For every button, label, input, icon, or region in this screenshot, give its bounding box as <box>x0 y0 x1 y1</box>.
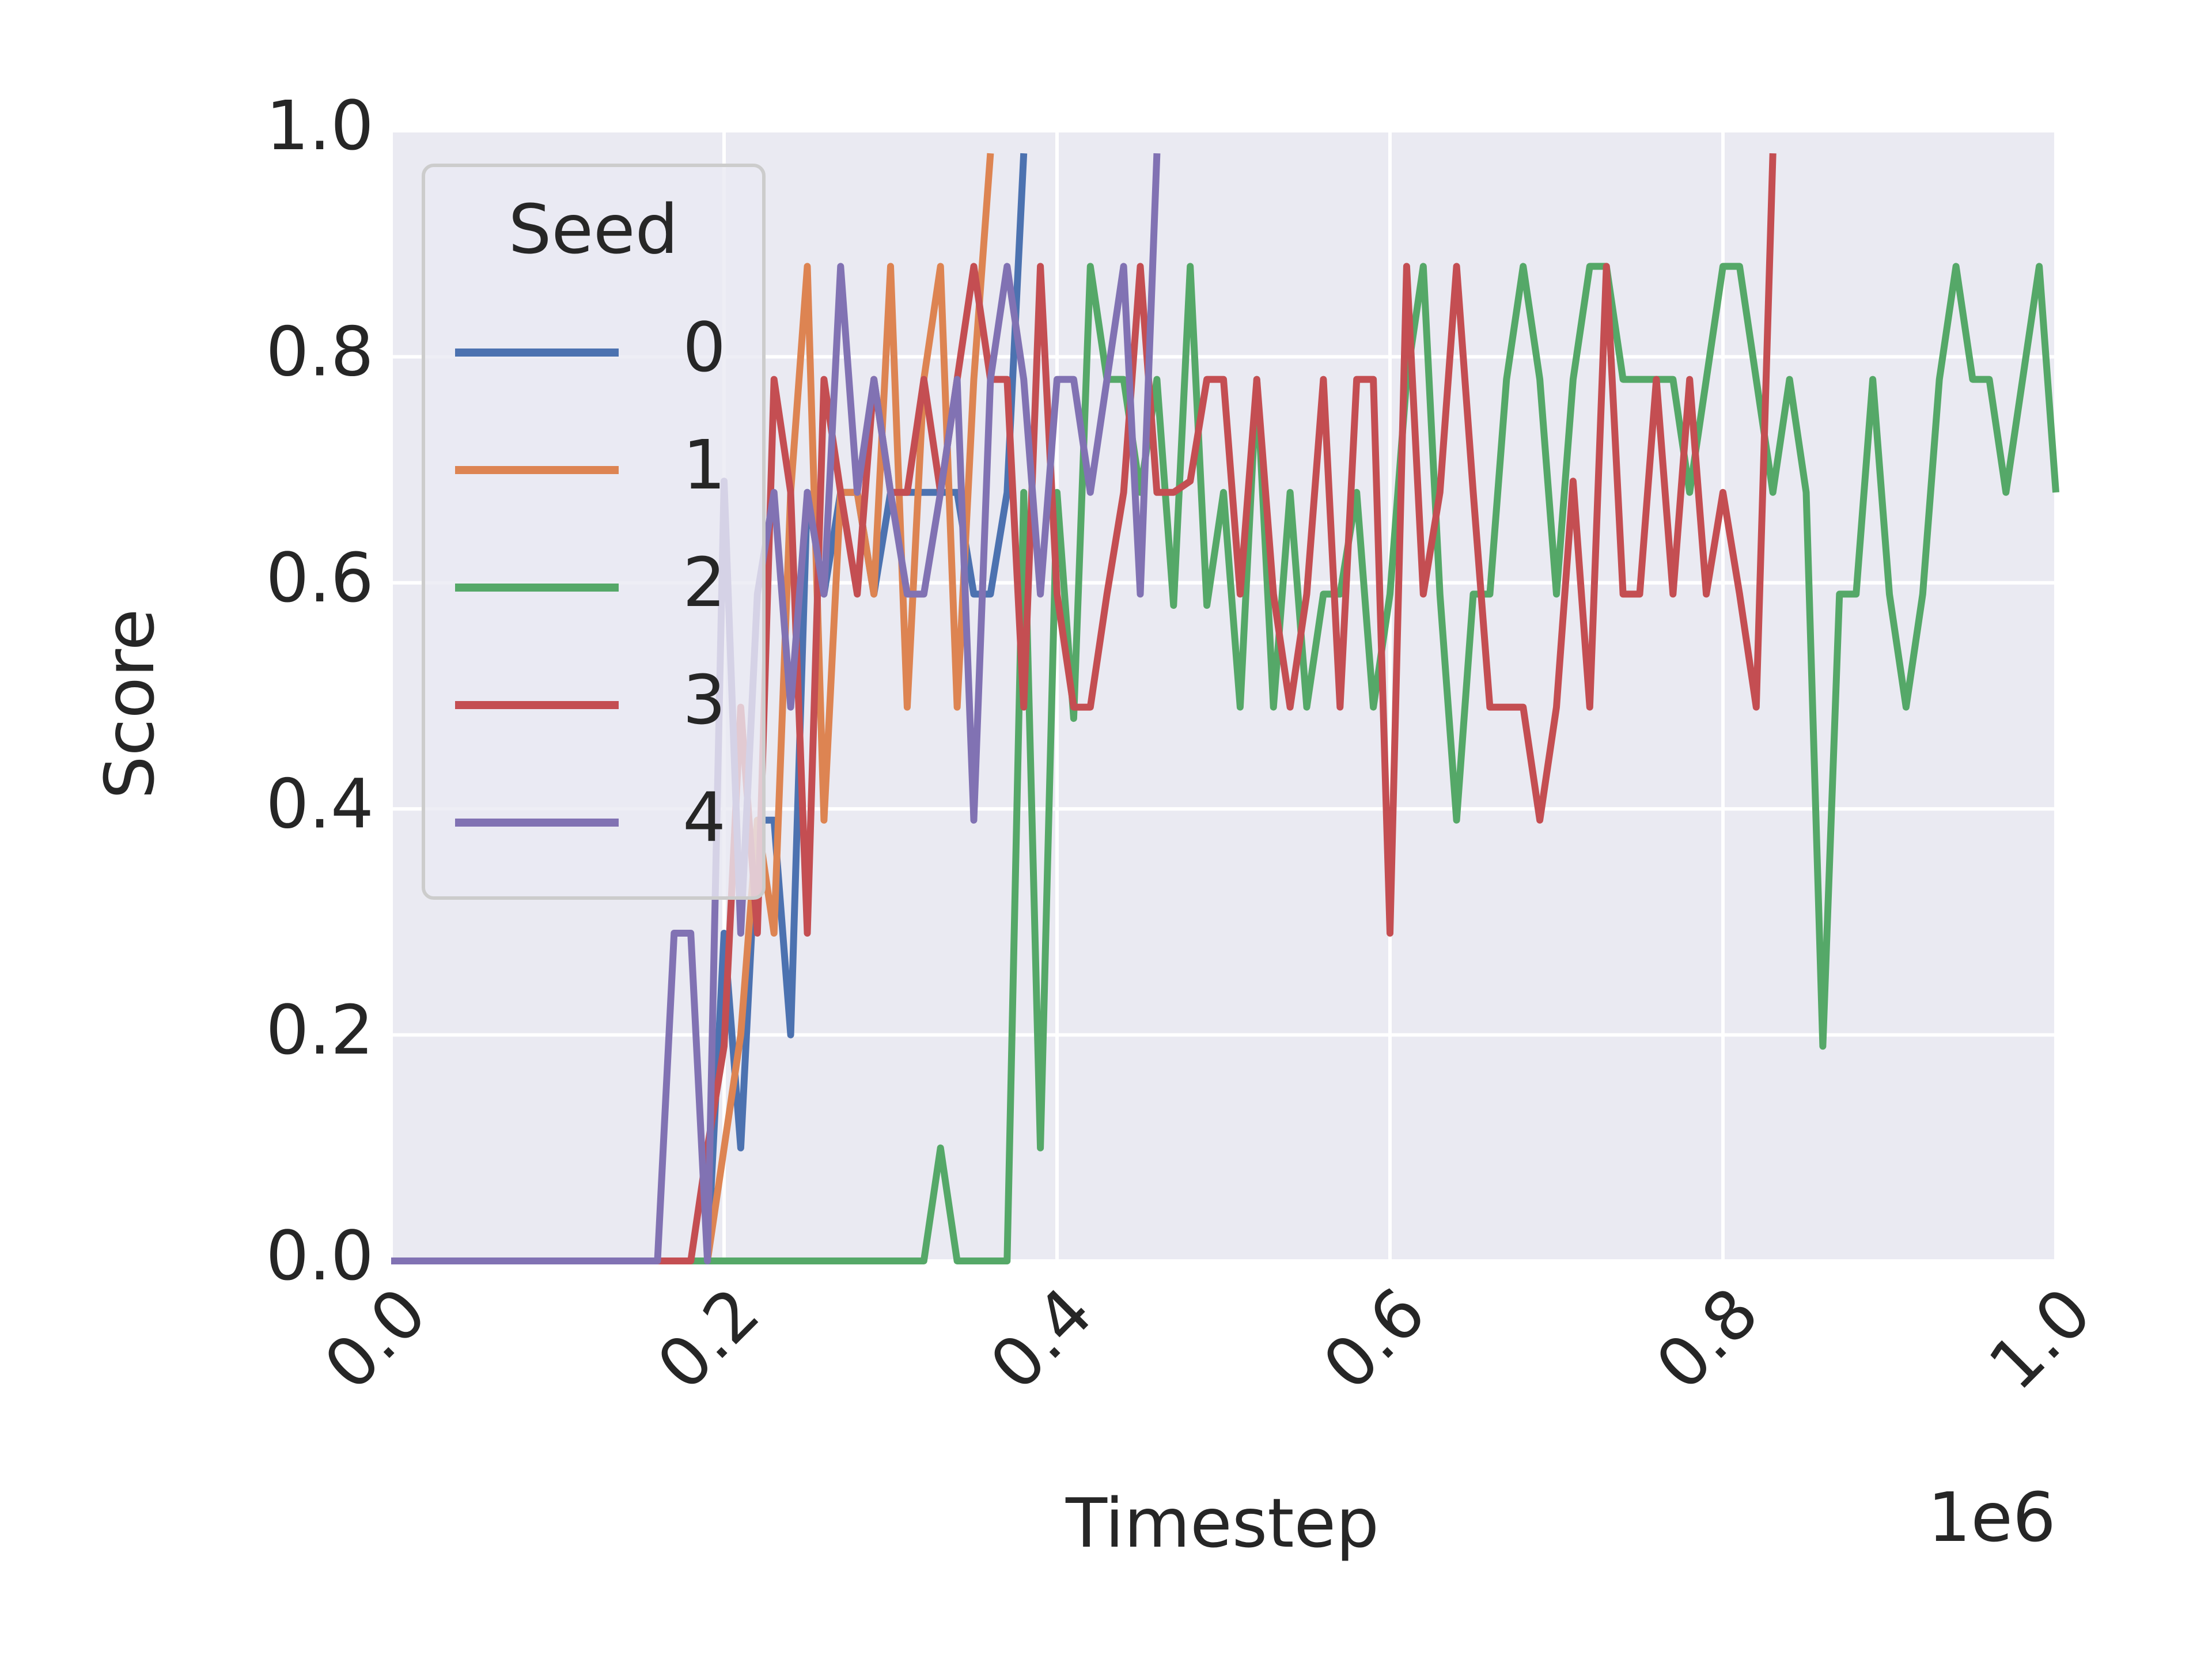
x-tick-label: 0.8 <box>1641 1272 1773 1405</box>
y-tick-label: 0.6 <box>266 538 374 618</box>
lines <box>391 153 2059 1264</box>
x-offset-label: 1e6 <box>1927 1478 2056 1557</box>
x-tick-label: 0.6 <box>1308 1272 1440 1405</box>
legend-title: Seed <box>509 190 679 269</box>
legend-label: 3 <box>683 660 726 740</box>
legend-label: 0 <box>683 308 726 387</box>
y-tick-label: 0.4 <box>266 764 374 843</box>
series-line <box>391 153 1161 1264</box>
legend-label: 2 <box>683 543 726 622</box>
x-tick-label: 0.4 <box>975 1272 1107 1405</box>
x-axis-label: Timestep <box>1065 1483 1379 1563</box>
y-tick-label: 1.0 <box>266 86 374 165</box>
y-axis-label: Score <box>90 609 169 800</box>
y-tick-label: 0.8 <box>266 312 374 392</box>
x-tick-label: 1.0 <box>1974 1272 2106 1405</box>
legend-label: 1 <box>683 425 726 505</box>
y-tick-label: 0.2 <box>266 990 374 1070</box>
legend-label: 4 <box>683 778 726 857</box>
y-tick-label: 0.0 <box>266 1216 374 1296</box>
x-tick-label: 0.2 <box>642 1272 774 1405</box>
legend: Seed 0 1 2 3 4 <box>422 164 766 900</box>
